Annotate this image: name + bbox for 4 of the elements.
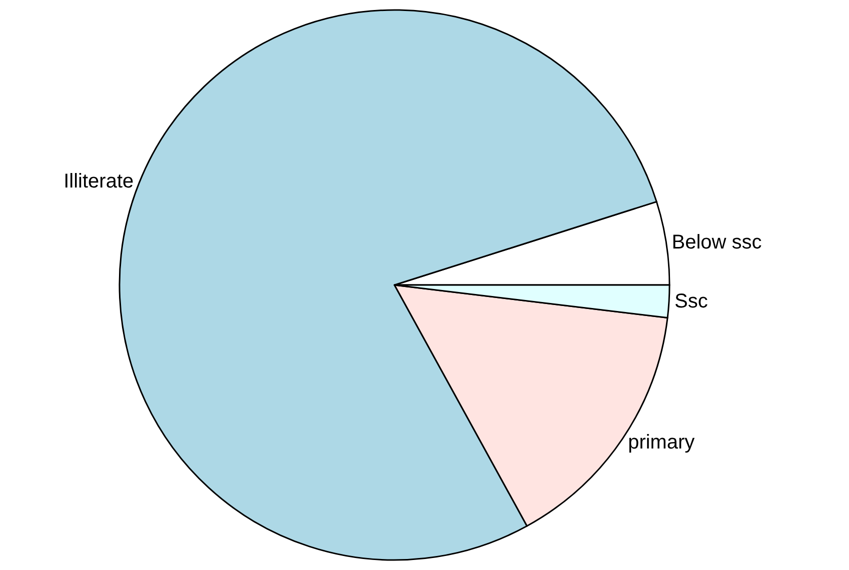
slice-label: Illiterate — [64, 170, 134, 192]
slice-label: Below ssc — [672, 232, 762, 254]
slice-label: primary — [628, 431, 695, 454]
slice-label: Ssc — [674, 290, 708, 312]
